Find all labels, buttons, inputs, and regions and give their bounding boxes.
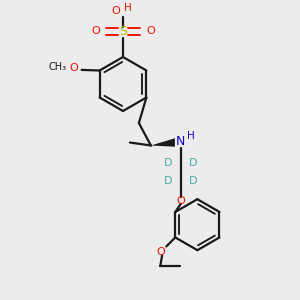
Text: N: N [176,135,186,148]
Polygon shape [151,138,175,147]
Text: D: D [164,176,172,187]
Text: O: O [70,63,79,73]
Text: O: O [176,196,185,206]
Text: H: H [187,131,195,141]
Text: H: H [124,3,131,13]
Text: O: O [157,248,165,257]
Text: D: D [189,176,198,187]
Text: D: D [189,158,198,169]
Text: O: O [111,6,120,16]
Text: CH₃: CH₃ [49,62,67,73]
Text: O: O [91,26,100,37]
Text: O: O [146,26,155,37]
Text: S: S [119,25,127,38]
Text: D: D [164,158,172,169]
